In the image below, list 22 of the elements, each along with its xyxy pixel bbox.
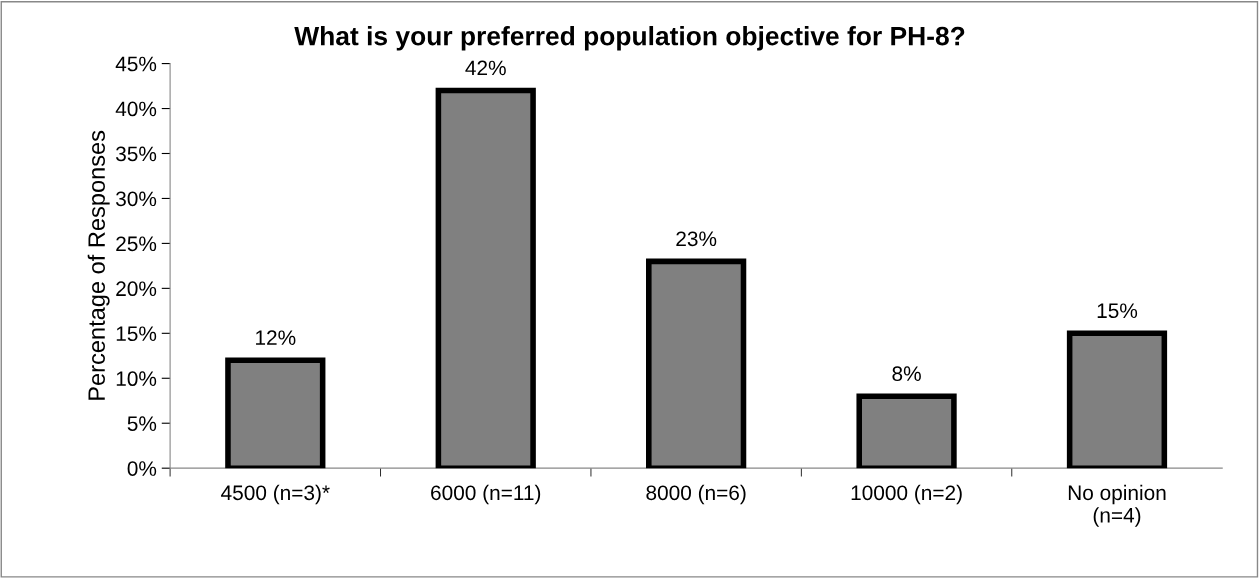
x-tick-label: 4500 (n=3)* bbox=[221, 484, 330, 505]
data-label: 23% bbox=[676, 231, 717, 247]
y-tick-label: 30% bbox=[116, 191, 157, 207]
data-label: 12% bbox=[256, 330, 296, 345]
y-tick-label: 5% bbox=[127, 416, 157, 431]
y-tick-label: 0% bbox=[127, 461, 157, 476]
x-tick-label: 10000 (n=2) bbox=[851, 484, 962, 505]
y-tick-label: 10% bbox=[116, 371, 157, 387]
y-tick-label: 45% bbox=[115, 56, 157, 72]
data-label: 8% bbox=[892, 366, 921, 382]
y-tick-label: 35% bbox=[116, 146, 157, 162]
data-label: 15% bbox=[1097, 303, 1138, 319]
y-tick-label: 20% bbox=[116, 281, 157, 297]
chart-title: What is your preferred population objective for PH-8? bbox=[294, 26, 965, 51]
y-tick-label: 15% bbox=[116, 326, 157, 342]
y-tick-label: 25% bbox=[116, 236, 157, 252]
x-tick-label: 6000 (n=11) bbox=[431, 484, 541, 505]
x-tick-label: No opinion (n=4) bbox=[1068, 484, 1166, 527]
data-label: 42% bbox=[465, 60, 506, 76]
y-tick-label: 40% bbox=[115, 101, 157, 117]
y-axis-title: Percentage of Responses bbox=[87, 130, 110, 400]
x-tick-label: 8000 (n=6) bbox=[646, 484, 746, 505]
